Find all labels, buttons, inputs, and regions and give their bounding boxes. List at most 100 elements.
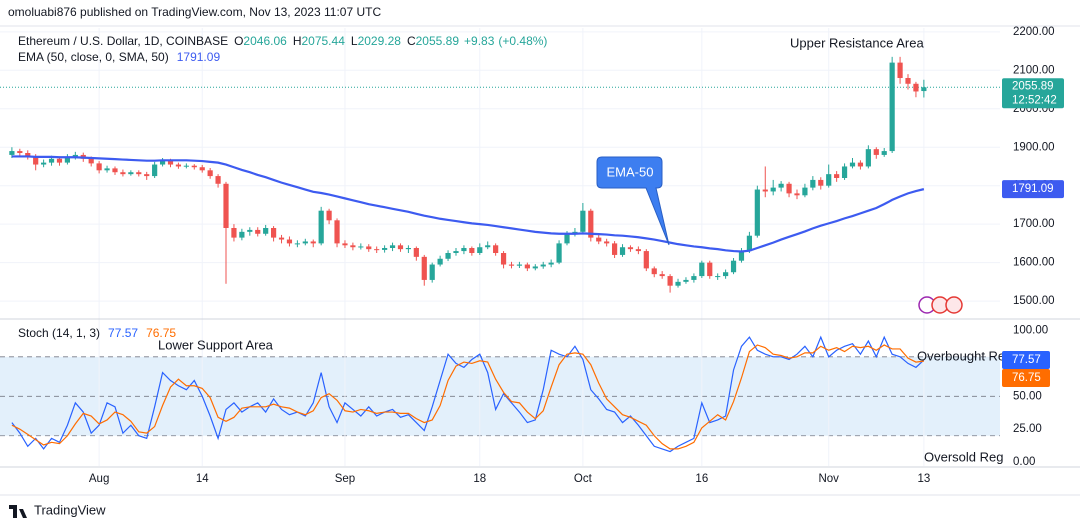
y-tick-label: 1900.00 bbox=[1013, 141, 1055, 153]
candle-body bbox=[231, 228, 237, 238]
ema-name: EMA (50, close, 0, SMA, 50) bbox=[18, 50, 169, 64]
x-tick-label: Sep bbox=[335, 473, 355, 485]
candle-body bbox=[651, 268, 657, 275]
candle-body bbox=[810, 179, 816, 188]
x-tick-label: 13 bbox=[917, 473, 930, 485]
candle-body bbox=[730, 260, 737, 273]
candle-body bbox=[294, 243, 300, 245]
candle-body bbox=[635, 249, 641, 252]
candle-body bbox=[334, 220, 340, 244]
candle-body bbox=[199, 167, 205, 171]
candle-body bbox=[255, 229, 261, 234]
y-tick-label: 100.00 bbox=[1013, 325, 1048, 337]
candle-body bbox=[596, 237, 602, 242]
logo-mark bbox=[9, 505, 27, 518]
candle-body bbox=[318, 210, 324, 244]
candle-body bbox=[905, 78, 911, 84]
candle-body bbox=[469, 248, 475, 253]
candle-body bbox=[136, 172, 142, 175]
candle-body bbox=[921, 87, 927, 92]
candle-body bbox=[112, 168, 118, 173]
stoch-label: 76.75 bbox=[1012, 372, 1041, 384]
stoch-value: 77.57 bbox=[108, 326, 138, 340]
candle-body bbox=[421, 256, 427, 280]
ohlc-value: 2046.06 bbox=[243, 34, 287, 48]
candle-body bbox=[588, 210, 594, 238]
candle-body bbox=[286, 239, 293, 244]
candle-body bbox=[913, 83, 919, 92]
candle-body bbox=[183, 165, 189, 167]
y-tick-label: 1500.00 bbox=[1013, 295, 1055, 307]
candle-body bbox=[429, 264, 435, 280]
stoch-line bbox=[11, 344, 924, 450]
candle-body bbox=[834, 174, 840, 178]
ohlc-label: H bbox=[293, 34, 302, 48]
candle-body bbox=[397, 245, 404, 250]
ohlc-label: C bbox=[407, 34, 416, 48]
candle-body bbox=[326, 210, 332, 221]
candle-body bbox=[826, 174, 832, 186]
candle-body bbox=[548, 262, 554, 265]
candle-body bbox=[707, 262, 713, 277]
x-tick-label: 18 bbox=[473, 473, 486, 485]
candle-body bbox=[191, 165, 197, 168]
candle-body bbox=[120, 172, 126, 175]
candle-body bbox=[215, 176, 221, 184]
candle-body bbox=[691, 276, 697, 280]
candle-body bbox=[350, 245, 356, 248]
candle-body bbox=[64, 156, 71, 163]
candle-body bbox=[841, 166, 848, 178]
y-tick-label: 1700.00 bbox=[1013, 218, 1055, 230]
brand-logo bbox=[9, 505, 27, 518]
ohlc-value: 2075.44 bbox=[301, 34, 345, 48]
candle-body bbox=[532, 266, 538, 269]
y-tick-label: 1600.00 bbox=[1013, 257, 1055, 269]
ohlc-label: L bbox=[351, 34, 358, 48]
candle-body bbox=[508, 264, 515, 266]
x-tick-label: Oct bbox=[574, 473, 593, 485]
candle-body bbox=[461, 248, 467, 252]
candle-body bbox=[762, 189, 768, 192]
candle-body bbox=[897, 62, 903, 78]
candle-body bbox=[889, 62, 895, 152]
stoch-name: Stoch (14, 1, 3) bbox=[18, 326, 100, 340]
candle-body bbox=[41, 162, 47, 165]
y-tick-label: 2200.00 bbox=[1013, 26, 1055, 38]
candle-body bbox=[72, 154, 78, 157]
candle-body bbox=[374, 249, 380, 251]
candle-body bbox=[849, 162, 856, 167]
candle-body bbox=[144, 174, 150, 177]
candle-body bbox=[802, 187, 808, 196]
candle-body bbox=[342, 243, 348, 246]
price-label: 2055.89 bbox=[1012, 80, 1054, 92]
candle-body bbox=[500, 253, 507, 265]
x-tick-label: 16 bbox=[695, 473, 708, 485]
candle-body bbox=[310, 241, 316, 244]
candle-body bbox=[746, 235, 753, 252]
candle-body bbox=[437, 258, 443, 265]
ema-line bbox=[11, 155, 925, 253]
candle-body bbox=[382, 248, 388, 250]
callout-label: EMA-50 bbox=[607, 164, 654, 179]
legend-line: Ethereum / U.S. Dollar, 1D, COINBASE O204… bbox=[18, 34, 547, 48]
candle-body bbox=[794, 193, 800, 196]
candle-body bbox=[159, 160, 166, 165]
candle-body bbox=[865, 149, 871, 167]
countdown: 12:52:42 bbox=[1012, 94, 1057, 106]
candle-body bbox=[152, 164, 158, 177]
candle-body bbox=[9, 151, 15, 155]
candle-body bbox=[263, 228, 269, 234]
candle-body bbox=[25, 153, 31, 157]
candle-body bbox=[786, 183, 792, 194]
plot bbox=[9, 56, 927, 453]
price-label-box bbox=[1002, 78, 1064, 109]
annotation: Lower Support Area bbox=[158, 337, 274, 352]
candle-body bbox=[17, 151, 23, 153]
legend-line: Stoch (14, 1, 3) 77.57 76.75 bbox=[18, 326, 176, 340]
candle-body bbox=[175, 164, 182, 167]
candle-body bbox=[485, 245, 491, 248]
stoch-line bbox=[11, 335, 925, 453]
candle-body bbox=[270, 228, 277, 238]
x-tick-label: Aug bbox=[89, 473, 109, 485]
